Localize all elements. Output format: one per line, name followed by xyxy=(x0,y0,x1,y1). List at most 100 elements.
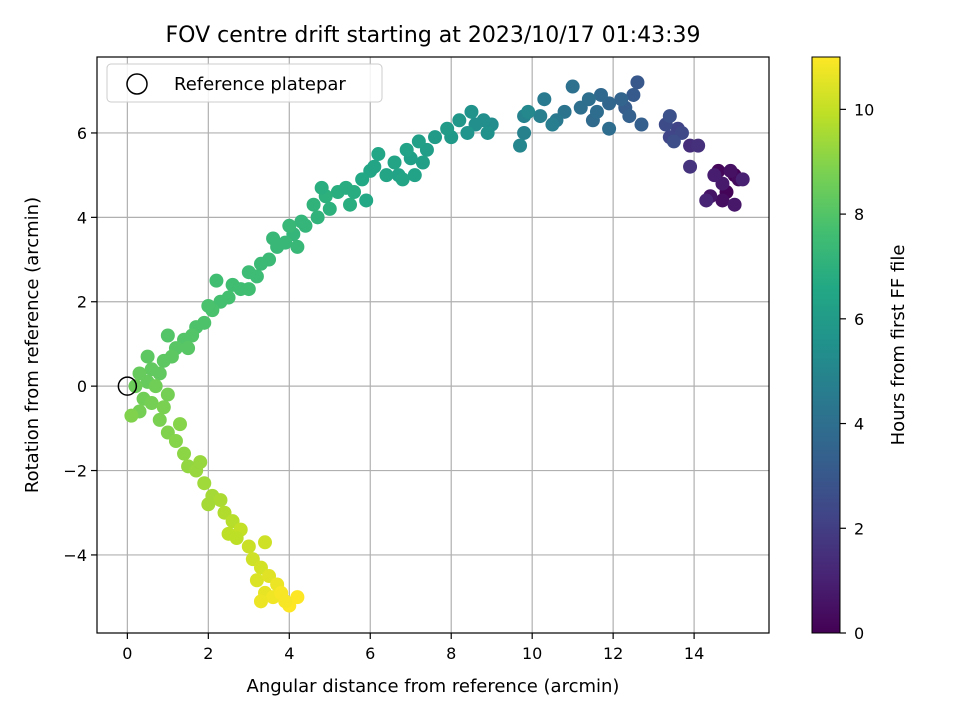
y-axis-ticks: −4 −2 0 2 4 6 xyxy=(63,124,97,565)
data-point xyxy=(480,125,495,140)
legend-entry-reference: Reference platepar xyxy=(174,74,346,95)
data-point xyxy=(622,109,637,124)
data-point xyxy=(201,298,216,313)
data-point xyxy=(181,341,196,356)
x-tick-label: 12 xyxy=(603,644,623,663)
data-point xyxy=(367,159,382,174)
data-point xyxy=(213,493,228,508)
legend-box xyxy=(106,63,383,103)
y-tick-label: −4 xyxy=(63,546,87,565)
data-point xyxy=(691,138,706,153)
data-point xyxy=(201,497,216,512)
data-point xyxy=(177,446,192,461)
data-point xyxy=(589,104,604,119)
data-point xyxy=(626,87,641,102)
legend-marker-reference xyxy=(126,73,148,95)
x-tick-label: 0 xyxy=(122,644,132,663)
data-point xyxy=(253,256,268,271)
data-point xyxy=(306,197,321,212)
x-tick-label: 4 xyxy=(284,644,294,663)
data-point xyxy=(140,349,155,364)
data-point xyxy=(715,193,730,208)
data-point xyxy=(723,163,738,178)
data-point xyxy=(160,328,175,343)
data-point xyxy=(602,121,617,136)
data-point xyxy=(225,277,240,292)
y-tick-label: 4 xyxy=(77,208,87,227)
data-point xyxy=(193,455,208,470)
y-tick-label: −2 xyxy=(63,462,87,481)
x-tick-label: 14 xyxy=(684,644,704,663)
x-tick-label: 10 xyxy=(522,644,542,663)
colorbar-tick-label: 0 xyxy=(854,624,864,643)
data-point xyxy=(152,412,167,427)
y-axis-label: Rotation from reference (arcmin) xyxy=(22,197,43,493)
data-point xyxy=(415,155,430,170)
data-point xyxy=(282,218,297,233)
colorbar-ticks: 0 2 4 6 8 10 xyxy=(840,100,874,643)
data-point xyxy=(197,476,212,491)
data-point xyxy=(399,142,414,157)
data-point xyxy=(144,396,159,411)
data-point xyxy=(735,172,750,187)
data-point xyxy=(452,113,467,128)
data-point xyxy=(440,121,455,136)
colorbar-tick-label: 4 xyxy=(854,415,864,434)
data-point xyxy=(614,92,629,107)
y-tick-label: 6 xyxy=(77,124,87,143)
data-point xyxy=(662,109,677,124)
data-point xyxy=(379,168,394,183)
data-point xyxy=(428,130,443,145)
data-point xyxy=(594,87,608,102)
data-point xyxy=(395,172,410,187)
data-point xyxy=(124,408,139,423)
colorbar-tick-label: 2 xyxy=(854,519,864,538)
data-point xyxy=(209,273,224,288)
data-point xyxy=(699,193,714,208)
data-point xyxy=(322,201,337,216)
x-axis-label: Angular distance from reference (arcmin) xyxy=(247,676,620,697)
y-tick-label: 2 xyxy=(77,293,87,312)
data-point xyxy=(521,104,536,119)
x-axis-ticks: 0 2 4 6 8 10 12 14 xyxy=(122,633,704,663)
data-point xyxy=(537,92,552,107)
data-point xyxy=(241,539,256,554)
data-point xyxy=(371,147,386,162)
x-tick-label: 8 xyxy=(446,644,456,663)
data-point xyxy=(290,239,305,254)
data-point xyxy=(338,180,353,195)
data-point xyxy=(727,197,742,212)
data-point xyxy=(290,590,305,605)
data-point xyxy=(343,197,358,212)
data-point xyxy=(241,265,256,280)
data-point xyxy=(411,134,426,149)
colorbar-label: Hours from first FF file xyxy=(888,245,909,446)
data-point xyxy=(387,155,402,170)
data-point xyxy=(168,434,183,448)
data-point xyxy=(707,168,722,183)
data-point xyxy=(581,92,596,107)
data-point xyxy=(132,366,147,381)
data-point xyxy=(160,387,175,402)
data-point xyxy=(545,117,560,132)
data-point xyxy=(565,79,580,94)
data-point xyxy=(310,210,325,225)
data-point xyxy=(355,172,370,187)
data-point xyxy=(249,573,264,588)
data-points xyxy=(124,75,750,613)
data-point xyxy=(266,231,281,246)
data-point xyxy=(294,214,309,229)
data-point xyxy=(460,125,475,140)
data-point xyxy=(258,535,272,550)
colorbar-gradient xyxy=(811,56,841,634)
colorbar-tick-label: 8 xyxy=(854,205,864,224)
data-point xyxy=(634,117,649,132)
data-point xyxy=(148,379,163,394)
data-point xyxy=(314,180,329,195)
data-point xyxy=(241,282,256,297)
data-point xyxy=(278,594,293,609)
data-point xyxy=(630,75,645,90)
data-point xyxy=(359,193,374,208)
